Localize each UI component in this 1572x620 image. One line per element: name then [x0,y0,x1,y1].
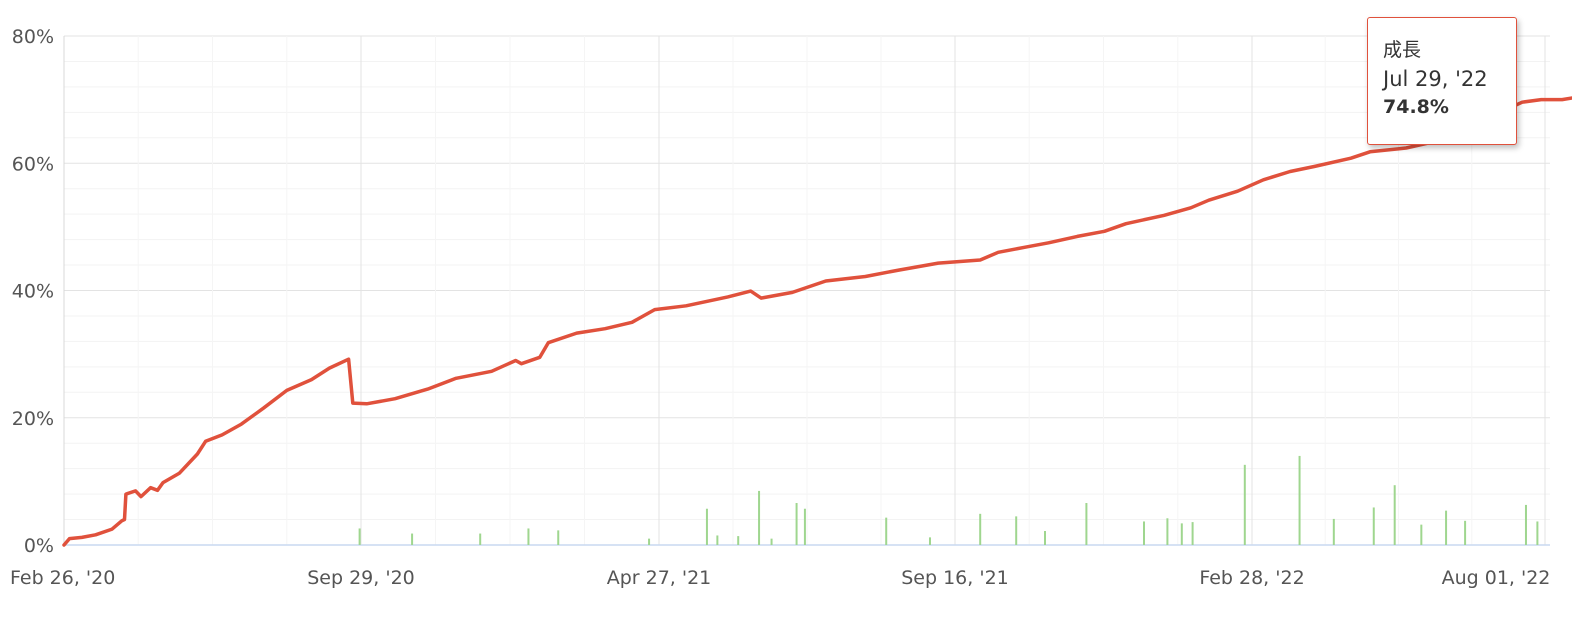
volume-bar [1085,503,1088,545]
volume-bar [1166,518,1169,545]
y-tick-label: 0% [24,535,54,557]
volume-bar [1445,510,1448,545]
tooltip-value: 74.8% [1383,96,1449,118]
x-tick-label: Aug 01, '22 [1442,567,1551,589]
tooltip-series-name: 成長 [1383,39,1422,61]
volume-bar [758,490,761,545]
volume-bar [803,508,806,545]
growth-series [62,96,1572,547]
volume-bar [411,533,414,545]
volume-bar [716,535,719,545]
volume-bar [1464,520,1467,545]
x-axis: Feb 26, '20 Sep 29, '20 Apr 27, '21 Sep 16,… [10,567,1550,589]
volume-bar [705,508,708,545]
x-tick-label: Sep 16, '21 [901,567,1009,589]
y-tick-label: 80% [12,26,54,48]
volume-bar [1298,455,1301,545]
x-tick-label: Sep 29, '20 [307,567,415,589]
volume-bar [358,528,361,545]
volume-bar [557,530,560,545]
volume-bar [770,538,773,545]
volume-bar [479,533,482,545]
y-axis: 0% 20% 40% 60% 80% [12,26,54,557]
volume-bar [795,503,798,545]
x-tick-label: Feb 28, '22 [1199,567,1304,589]
volume-bar [928,537,931,545]
volume-bar [885,517,888,545]
grid [63,35,1550,546]
volume-bar [1536,521,1539,545]
volume-bar [1180,523,1183,545]
y-tick-label: 60% [12,153,54,175]
y-tick-label: 20% [12,408,54,430]
volume-bar [1372,507,1375,545]
volume-bar [1420,524,1423,545]
volume-bar [979,513,982,545]
growth-line [62,96,1572,547]
volume-bar [648,538,651,545]
volume-bar [527,528,530,545]
x-tick-label: Feb 26, '20 [10,567,115,589]
tooltip: 成長 Jul 29, '22 74.8% [1367,17,1517,145]
volume-bars [358,455,1539,545]
volume-bar [1143,521,1145,545]
volume-bar [1332,518,1335,545]
volume-bar [1243,464,1246,545]
volume-bar [737,536,740,545]
volume-bar [1044,531,1046,545]
y-tick-label: 40% [12,281,54,303]
volume-bar [1524,504,1527,545]
tooltip-date: Jul 29, '22 [1383,67,1488,91]
volume-bar [1393,485,1396,545]
volume-bar [1191,522,1194,545]
volume-bar [1015,516,1018,545]
x-tick-label: Apr 27, '21 [607,567,712,589]
